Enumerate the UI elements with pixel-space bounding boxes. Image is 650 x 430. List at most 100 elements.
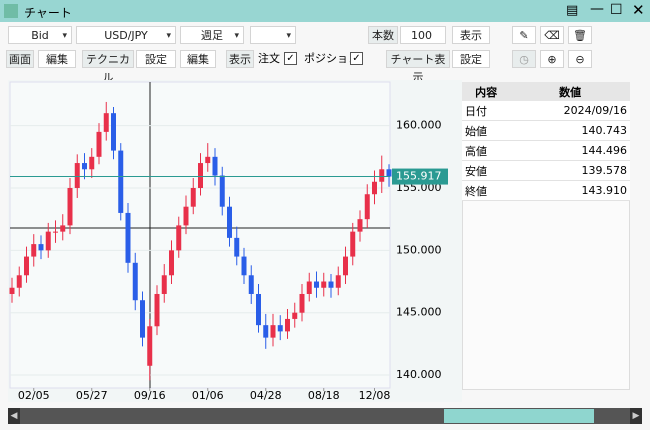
eraser-tool[interactable]: ⌫	[540, 26, 564, 44]
toolbar-button[interactable]: 編集	[180, 50, 216, 68]
position-checkbox[interactable]: ✓	[350, 52, 363, 65]
candle-body	[60, 225, 66, 232]
candle-body	[256, 293, 261, 326]
scrollbar[interactable]: ◀ ▶	[8, 408, 642, 424]
close[interactable]: ✕	[632, 1, 645, 19]
y-tick-label: 160.000	[396, 119, 442, 132]
zoom-in[interactable]: ⊕	[540, 50, 564, 68]
candle-body	[343, 256, 348, 276]
candle-body	[219, 175, 225, 207]
y-tick-label: 145.000	[396, 306, 442, 319]
candle-body	[205, 156, 211, 164]
plot-area	[9, 81, 391, 389]
price-side-select[interactable]: Bid	[8, 26, 72, 45]
candle-body	[161, 275, 167, 294]
position-label: ポジション	[304, 52, 359, 65]
y-tick-label: 150.000	[396, 243, 442, 256]
candle-body	[270, 325, 276, 338]
candle-body	[96, 131, 102, 157]
candle-body	[386, 169, 392, 177]
candle-body	[227, 206, 232, 238]
app-icon	[4, 4, 18, 18]
candle-body	[321, 281, 327, 288]
period-select[interactable]: 週足	[180, 26, 244, 45]
toolbar-button[interactable]: テクニカル	[82, 50, 134, 84]
chart-type-select[interactable]	[250, 26, 296, 45]
x-tick-label: 04/28	[250, 389, 282, 402]
scroll-left[interactable]: ◀	[8, 408, 20, 424]
order-checkbox[interactable]: ✓	[284, 52, 297, 65]
candle-body	[357, 219, 363, 232]
candle-body	[292, 312, 298, 319]
candle-body	[16, 275, 22, 288]
table-cell: 139.578	[510, 160, 630, 181]
candle-body	[306, 281, 312, 294]
candle-body	[53, 231, 58, 233]
candle-body	[154, 293, 160, 327]
table-cell: 143.910	[510, 180, 630, 201]
zoom-out[interactable]: ⊖	[568, 50, 592, 68]
order-label: 注文	[258, 52, 280, 65]
candle-body	[285, 318, 290, 332]
count-input[interactable]: 100	[400, 26, 446, 44]
toolbar-button[interactable]: 編集	[38, 50, 76, 68]
x-tick-label: 02/05	[18, 389, 50, 402]
toolbar-button[interactable]: 画面	[6, 50, 34, 68]
candle-body	[190, 187, 196, 207]
x-tick-label: 01/06	[192, 389, 224, 402]
table-cell: 2024/09/16	[510, 101, 630, 121]
minimize[interactable]: —	[590, 1, 604, 17]
candle-body	[277, 325, 283, 332]
history-tool[interactable]: ◷	[512, 50, 536, 68]
table-cell: 日付	[462, 101, 511, 121]
candle-body	[350, 231, 356, 257]
x-tick-label: 09/16	[134, 389, 166, 402]
pair-select[interactable]: USD/JPY	[76, 26, 176, 45]
candle-body	[118, 150, 124, 213]
candle-body	[89, 156, 95, 170]
last-price-label: 155.917	[396, 170, 442, 183]
toolbar-button[interactable]: 表示	[226, 50, 254, 68]
settings-button[interactable]: 設定	[452, 50, 490, 68]
title-bar: チャート ▤ — ☐ ✕	[0, 0, 650, 22]
show-button[interactable]: 表示	[452, 26, 490, 44]
candle-body	[111, 113, 116, 151]
pen-tool[interactable]: ✎	[512, 26, 536, 44]
y-tick-label: 140.000	[396, 368, 442, 381]
candle-body	[314, 281, 319, 288]
delete-tool[interactable]: 🗑	[568, 26, 592, 44]
candle-chart: 140.000145.000150.000155.000160.00002/05…	[8, 80, 462, 402]
candle-body	[132, 262, 138, 301]
table-cell: 144.496	[510, 140, 630, 161]
table-header: 内容	[462, 82, 511, 101]
x-tick-label: 08/18	[308, 389, 340, 402]
chart-show-button[interactable]: チャート表示	[386, 50, 450, 84]
scroll-right[interactable]: ▶	[630, 408, 642, 424]
toolbar-button[interactable]: 設定	[136, 50, 176, 68]
candle-body	[9, 287, 15, 294]
candle-body	[248, 275, 254, 294]
candle-body	[263, 325, 269, 338]
menu-icon[interactable]: ▤	[566, 3, 579, 18]
candle-body	[372, 181, 377, 195]
candle-body	[31, 244, 37, 257]
x-tick-label: 12/08	[359, 389, 391, 402]
candle-body	[379, 169, 385, 182]
info-table: 内容 数値 日付 2024/09/16 始値 140.743 高値 144.496 安値…	[462, 82, 630, 201]
candle-body	[176, 225, 182, 251]
count-label: 本数	[368, 26, 398, 44]
maximize[interactable]: ☐	[610, 2, 623, 18]
table-cell: 安値	[462, 160, 511, 181]
candle-body	[328, 281, 334, 288]
scroll-thumb[interactable]	[444, 409, 594, 423]
candle-body	[299, 293, 305, 313]
table-cell: 高値	[462, 140, 511, 161]
x-tick-label: 05/27	[76, 389, 108, 402]
candle-body	[140, 300, 145, 338]
candle-body	[183, 206, 189, 226]
candle-body	[67, 187, 73, 226]
table-header: 数値	[510, 82, 630, 101]
candle-body	[147, 326, 153, 366]
